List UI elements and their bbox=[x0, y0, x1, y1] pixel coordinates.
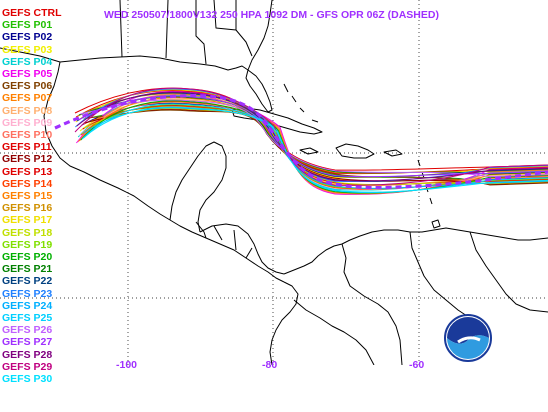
member-legend: GEFS CTRL GEFS P01 GEFS P02 GEFS P03 GEFS P0… bbox=[2, 7, 62, 385]
member-track bbox=[74, 87, 548, 186]
legend-entry: GEFS P05 bbox=[2, 68, 53, 81]
legend-entry: GEFS P06 bbox=[2, 80, 53, 93]
legend-entry: GEFS P03 bbox=[2, 43, 53, 56]
legend-entry: GEFS P27 bbox=[2, 336, 53, 349]
operational-track bbox=[54, 94, 548, 190]
legend-entry: GEFS P24 bbox=[2, 299, 53, 312]
legend-entry: GEFS P29 bbox=[2, 360, 53, 373]
legend-entry: GEFS P28 bbox=[2, 348, 53, 361]
longitude-tick-label: -80 bbox=[262, 359, 278, 371]
legend-entry: GEFS P08 bbox=[2, 104, 53, 117]
legend-entry: GEFS P22 bbox=[2, 275, 53, 288]
legend-entry: GEFS P20 bbox=[2, 251, 53, 264]
legend-entry: GEFS P21 bbox=[2, 263, 53, 276]
legend-entry: GEFS CTRL bbox=[2, 7, 62, 19]
legend-entry: GEFS P14 bbox=[2, 177, 53, 190]
legend-entry: GEFS P12 bbox=[2, 153, 53, 166]
legend-entry: GEFS P09 bbox=[2, 116, 53, 129]
legend-entry: GEFS P11 bbox=[2, 141, 52, 154]
legend-entry: GEFS P17 bbox=[2, 214, 53, 227]
legend-entry: GEFS P19 bbox=[2, 238, 53, 251]
map-grid bbox=[0, 0, 548, 365]
coastlines bbox=[0, 0, 548, 366]
legend-entry: GEFS P13 bbox=[2, 165, 53, 178]
legend-entry: GEFS P07 bbox=[2, 92, 53, 105]
legend-entry: GEFS P26 bbox=[2, 324, 53, 337]
legend-entry: GEFS P04 bbox=[2, 55, 53, 68]
legend-entry: GEFS P02 bbox=[2, 31, 53, 44]
map-title: WED 250507/1800V132 250 HPA 1092 DM - GF… bbox=[104, 9, 439, 21]
member-track bbox=[80, 99, 548, 178]
longitude-tick-label: -60 bbox=[409, 359, 425, 371]
legend-entry: GEFS P25 bbox=[2, 312, 53, 325]
legend-entry: GEFS P01 bbox=[2, 19, 53, 32]
longitude-tick-label: -100 bbox=[116, 359, 138, 371]
legend-entry: GEFS P30 bbox=[2, 373, 53, 386]
legend-entry: GEFS P10 bbox=[2, 129, 53, 142]
legend-entry: GEFS P18 bbox=[2, 226, 53, 239]
legend-entry: GEFS P16 bbox=[2, 202, 53, 215]
legend-entry: GEFS P23 bbox=[2, 287, 53, 300]
footer-band bbox=[0, 365, 548, 412]
legend-entry: GEFS P15 bbox=[2, 190, 53, 203]
noaa-logo bbox=[444, 314, 492, 362]
member-track bbox=[83, 106, 548, 193]
